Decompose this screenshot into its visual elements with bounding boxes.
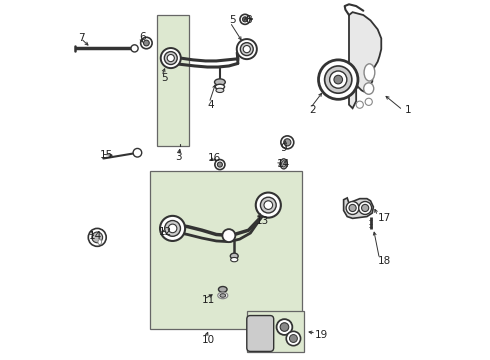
Circle shape bbox=[356, 101, 364, 108]
Circle shape bbox=[243, 17, 247, 22]
Circle shape bbox=[164, 51, 177, 64]
Text: 6: 6 bbox=[139, 32, 146, 41]
Polygon shape bbox=[349, 12, 381, 108]
Ellipse shape bbox=[282, 161, 286, 167]
Ellipse shape bbox=[364, 83, 374, 94]
Text: 19: 19 bbox=[315, 330, 328, 340]
Circle shape bbox=[362, 204, 368, 212]
Circle shape bbox=[359, 202, 371, 215]
Text: 11: 11 bbox=[202, 295, 215, 305]
Circle shape bbox=[144, 40, 149, 46]
Circle shape bbox=[167, 54, 174, 62]
Ellipse shape bbox=[364, 64, 375, 81]
Ellipse shape bbox=[230, 253, 238, 259]
Circle shape bbox=[260, 197, 276, 213]
Circle shape bbox=[222, 229, 235, 242]
FancyBboxPatch shape bbox=[150, 171, 302, 329]
Polygon shape bbox=[343, 198, 373, 219]
Text: 14: 14 bbox=[277, 159, 291, 169]
Circle shape bbox=[334, 75, 343, 84]
Ellipse shape bbox=[218, 292, 228, 299]
Circle shape bbox=[218, 162, 222, 167]
Circle shape bbox=[286, 331, 300, 346]
Text: 3: 3 bbox=[175, 152, 182, 162]
Circle shape bbox=[215, 159, 225, 170]
Circle shape bbox=[240, 14, 250, 24]
Text: 16: 16 bbox=[207, 153, 220, 163]
Circle shape bbox=[141, 37, 152, 49]
Ellipse shape bbox=[215, 84, 224, 89]
Text: 4: 4 bbox=[207, 100, 214, 110]
Circle shape bbox=[346, 202, 359, 215]
Text: 9: 9 bbox=[281, 143, 288, 153]
Text: 17: 17 bbox=[378, 213, 391, 222]
Text: 14: 14 bbox=[89, 231, 102, 240]
Text: 2: 2 bbox=[310, 105, 316, 115]
Circle shape bbox=[160, 216, 185, 241]
Text: 13: 13 bbox=[256, 216, 269, 226]
Circle shape bbox=[133, 148, 142, 157]
Circle shape bbox=[264, 201, 272, 210]
Ellipse shape bbox=[219, 287, 227, 292]
Circle shape bbox=[324, 66, 352, 93]
Circle shape bbox=[161, 48, 181, 68]
Circle shape bbox=[243, 45, 250, 53]
Ellipse shape bbox=[98, 239, 101, 244]
Text: 18: 18 bbox=[378, 256, 391, 266]
Circle shape bbox=[365, 98, 372, 105]
Circle shape bbox=[284, 139, 291, 146]
Text: 7: 7 bbox=[78, 33, 85, 43]
FancyBboxPatch shape bbox=[247, 316, 274, 351]
Circle shape bbox=[88, 228, 106, 246]
Circle shape bbox=[240, 42, 253, 55]
Circle shape bbox=[168, 224, 177, 233]
Circle shape bbox=[318, 60, 358, 99]
Circle shape bbox=[276, 319, 293, 335]
Circle shape bbox=[237, 39, 257, 59]
FancyBboxPatch shape bbox=[247, 311, 304, 352]
Circle shape bbox=[165, 221, 180, 236]
Circle shape bbox=[131, 45, 138, 52]
Text: 8: 8 bbox=[245, 15, 252, 26]
Text: 12: 12 bbox=[159, 227, 172, 237]
Circle shape bbox=[256, 193, 281, 218]
Ellipse shape bbox=[216, 88, 224, 93]
Circle shape bbox=[330, 71, 347, 88]
Circle shape bbox=[92, 232, 102, 243]
Text: 5: 5 bbox=[161, 73, 168, 83]
Text: 15: 15 bbox=[100, 150, 113, 160]
Ellipse shape bbox=[215, 79, 225, 85]
Ellipse shape bbox=[231, 257, 238, 262]
Text: 1: 1 bbox=[405, 105, 411, 115]
Circle shape bbox=[349, 204, 356, 212]
Circle shape bbox=[280, 323, 289, 331]
FancyBboxPatch shape bbox=[157, 15, 190, 146]
Circle shape bbox=[290, 334, 297, 342]
Text: 5: 5 bbox=[229, 15, 236, 26]
Circle shape bbox=[281, 136, 294, 149]
Ellipse shape bbox=[220, 294, 225, 297]
Text: 10: 10 bbox=[202, 334, 215, 345]
Ellipse shape bbox=[280, 159, 287, 169]
